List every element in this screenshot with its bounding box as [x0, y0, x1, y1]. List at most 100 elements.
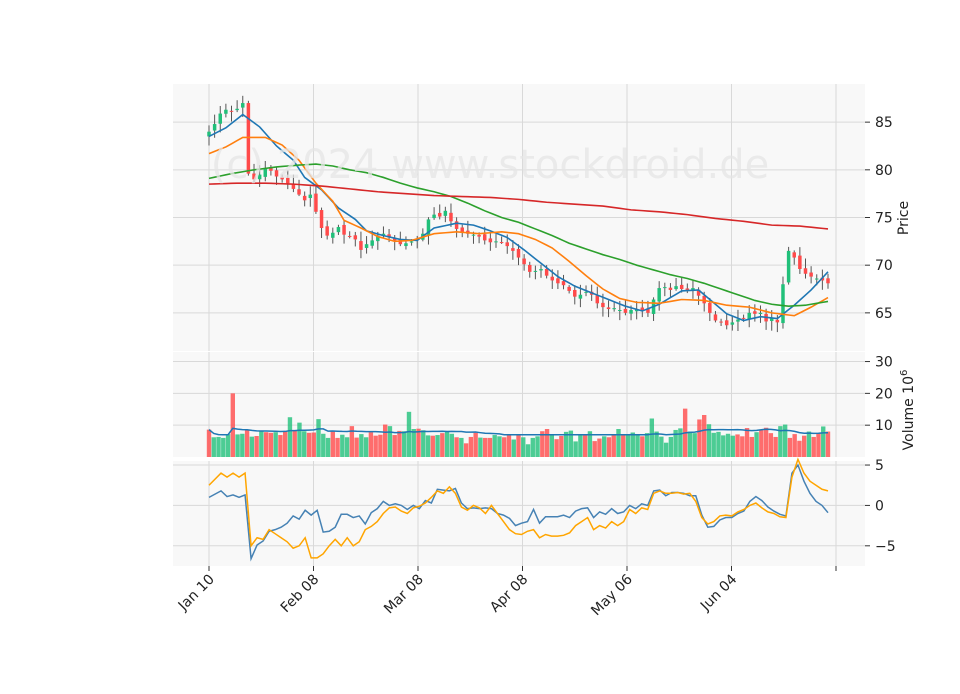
price-ytick-label: 70: [875, 258, 893, 274]
x-tick-label: May 06: [588, 571, 636, 619]
candle-body: [533, 270, 538, 272]
price-ytick-label: 65: [875, 306, 893, 322]
candle-body: [815, 278, 819, 280]
candle-body: [224, 109, 228, 114]
volume-bar: [411, 429, 416, 457]
volume-bar: [735, 434, 740, 457]
volume-bar: [287, 417, 293, 457]
candle-body: [539, 268, 543, 271]
volume-bar: [692, 433, 697, 457]
volume-bar: [663, 442, 669, 457]
candle-body: [623, 308, 628, 313]
candle-body: [235, 108, 239, 111]
volume-bar: [354, 437, 359, 457]
volume-bar: [649, 418, 655, 457]
volume-bar: [297, 422, 302, 457]
volume-bar: [687, 431, 693, 457]
volume-bar: [659, 436, 664, 457]
candle-body: [353, 235, 358, 240]
volume-bar: [782, 424, 788, 457]
candle-body: [404, 243, 408, 247]
volume-bar: [568, 430, 574, 457]
candle-body: [499, 242, 504, 244]
price-ytick-label: 80: [875, 163, 893, 179]
ma-short-line: [208, 113, 829, 322]
volume-bar: [763, 427, 769, 457]
volume-bar: [811, 436, 816, 457]
price-axis-label: Price: [896, 201, 912, 235]
volume-bar: [511, 439, 516, 457]
candle-body: [702, 295, 706, 304]
volume-bar: [368, 432, 374, 457]
oscillator-ytick-label: 5: [875, 458, 884, 474]
candle-body: [269, 167, 273, 171]
candle-body: [511, 248, 515, 251]
volume-bar: [540, 431, 545, 457]
candle-body: [561, 281, 566, 286]
volume-bar: [449, 433, 455, 457]
volume-bar: [435, 435, 440, 457]
volume-bar: [730, 435, 735, 457]
volume-bar: [768, 433, 774, 457]
volume-bar: [206, 429, 212, 457]
candle-body: [736, 319, 740, 322]
candle-body: [826, 278, 830, 284]
candle-body: [331, 232, 335, 238]
volume-bar: [630, 432, 635, 457]
candle-body: [302, 195, 307, 201]
volume-bar: [244, 429, 250, 457]
candle-body: [663, 287, 667, 289]
candle-body: [325, 226, 329, 236]
volume-bar: [430, 435, 435, 457]
volume-bar: [359, 434, 364, 457]
volume-bar: [644, 433, 650, 457]
candle-body: [449, 212, 453, 222]
volume-bar: [611, 434, 616, 457]
candle-body: [437, 212, 442, 217]
volume-bar: [530, 437, 535, 457]
volume-bar: [240, 433, 245, 457]
volume-bar: [640, 436, 645, 457]
volume-bar: [478, 437, 483, 457]
volume-bar: [587, 431, 593, 457]
candle-body: [308, 194, 313, 199]
volume-bar: [492, 435, 497, 457]
volume-bar: [416, 428, 421, 457]
volume-bar: [773, 436, 778, 457]
price-panel: 65 70 75 80 85: [173, 84, 893, 351]
candle-body: [364, 244, 369, 248]
candle-body: [291, 183, 296, 189]
candle-body: [426, 219, 431, 235]
watermark: (c) 2024 www.stockdroid.de: [211, 142, 769, 188]
candle-body: [584, 291, 588, 293]
volume-bar: [235, 434, 240, 457]
volume-bar: [697, 419, 702, 457]
volume-axis-label-text: Volume 10: [901, 376, 917, 450]
volume-bar: [725, 433, 731, 457]
candle-body: [392, 237, 397, 241]
volume-bar: [397, 430, 402, 457]
candle-body: [241, 103, 245, 108]
volume-bar: [506, 434, 512, 457]
volume-ytick-label: 20: [875, 386, 893, 402]
x-tick-label: Jan 10: [175, 572, 218, 615]
volume-bar: [468, 436, 474, 457]
volume-bar: [402, 431, 407, 457]
volume-bar: [392, 435, 397, 457]
candle-body: [730, 322, 735, 325]
volume-axis-label: Volume 106: [899, 370, 917, 451]
candle-body: [640, 307, 645, 311]
volume-bar: [597, 438, 602, 457]
volume-bar: [292, 430, 297, 457]
candle-body: [286, 177, 290, 184]
candle-body: [246, 103, 251, 174]
candle-body: [747, 312, 751, 320]
volume-bar: [606, 437, 612, 457]
volume-bar: [216, 436, 221, 457]
volume-bar: [573, 441, 578, 457]
volume-bar: [421, 430, 426, 457]
volume-bar: [387, 426, 393, 457]
oscillator-ytick-label: −5: [875, 539, 896, 555]
candle-body: [528, 264, 532, 272]
